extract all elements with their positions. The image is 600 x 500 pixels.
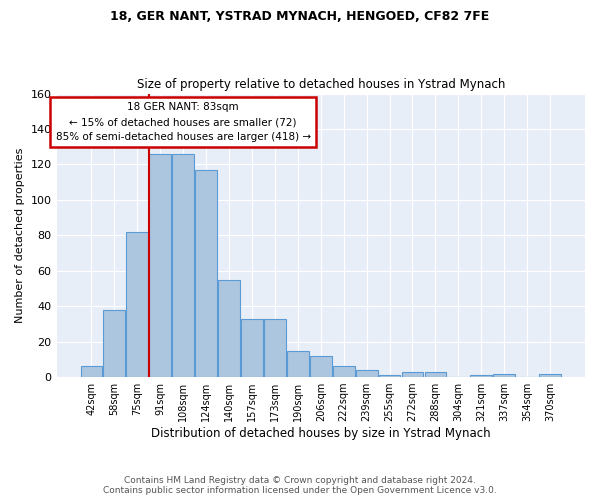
Bar — [356, 370, 377, 377]
Text: 18 GER NANT: 83sqm
← 15% of detached houses are smaller (72)
85% of semi-detache: 18 GER NANT: 83sqm ← 15% of detached hou… — [56, 102, 311, 142]
Bar — [149, 154, 171, 377]
Bar — [493, 374, 515, 377]
Bar — [218, 280, 240, 377]
Bar — [470, 376, 492, 377]
Bar — [241, 318, 263, 377]
Text: Contains HM Land Registry data © Crown copyright and database right 2024.
Contai: Contains HM Land Registry data © Crown c… — [103, 476, 497, 495]
Y-axis label: Number of detached properties: Number of detached properties — [15, 148, 25, 323]
Bar — [310, 356, 332, 377]
Bar — [172, 154, 194, 377]
Bar — [195, 170, 217, 377]
Title: Size of property relative to detached houses in Ystrad Mynach: Size of property relative to detached ho… — [137, 78, 505, 91]
Text: 18, GER NANT, YSTRAD MYNACH, HENGOED, CF82 7FE: 18, GER NANT, YSTRAD MYNACH, HENGOED, CF… — [110, 10, 490, 23]
Bar — [539, 374, 561, 377]
Bar — [379, 376, 400, 377]
Bar — [425, 372, 446, 377]
Bar — [264, 318, 286, 377]
Bar — [287, 350, 309, 377]
Bar — [127, 232, 148, 377]
X-axis label: Distribution of detached houses by size in Ystrad Mynach: Distribution of detached houses by size … — [151, 427, 491, 440]
Bar — [401, 372, 424, 377]
Bar — [80, 366, 103, 377]
Bar — [333, 366, 355, 377]
Bar — [103, 310, 125, 377]
